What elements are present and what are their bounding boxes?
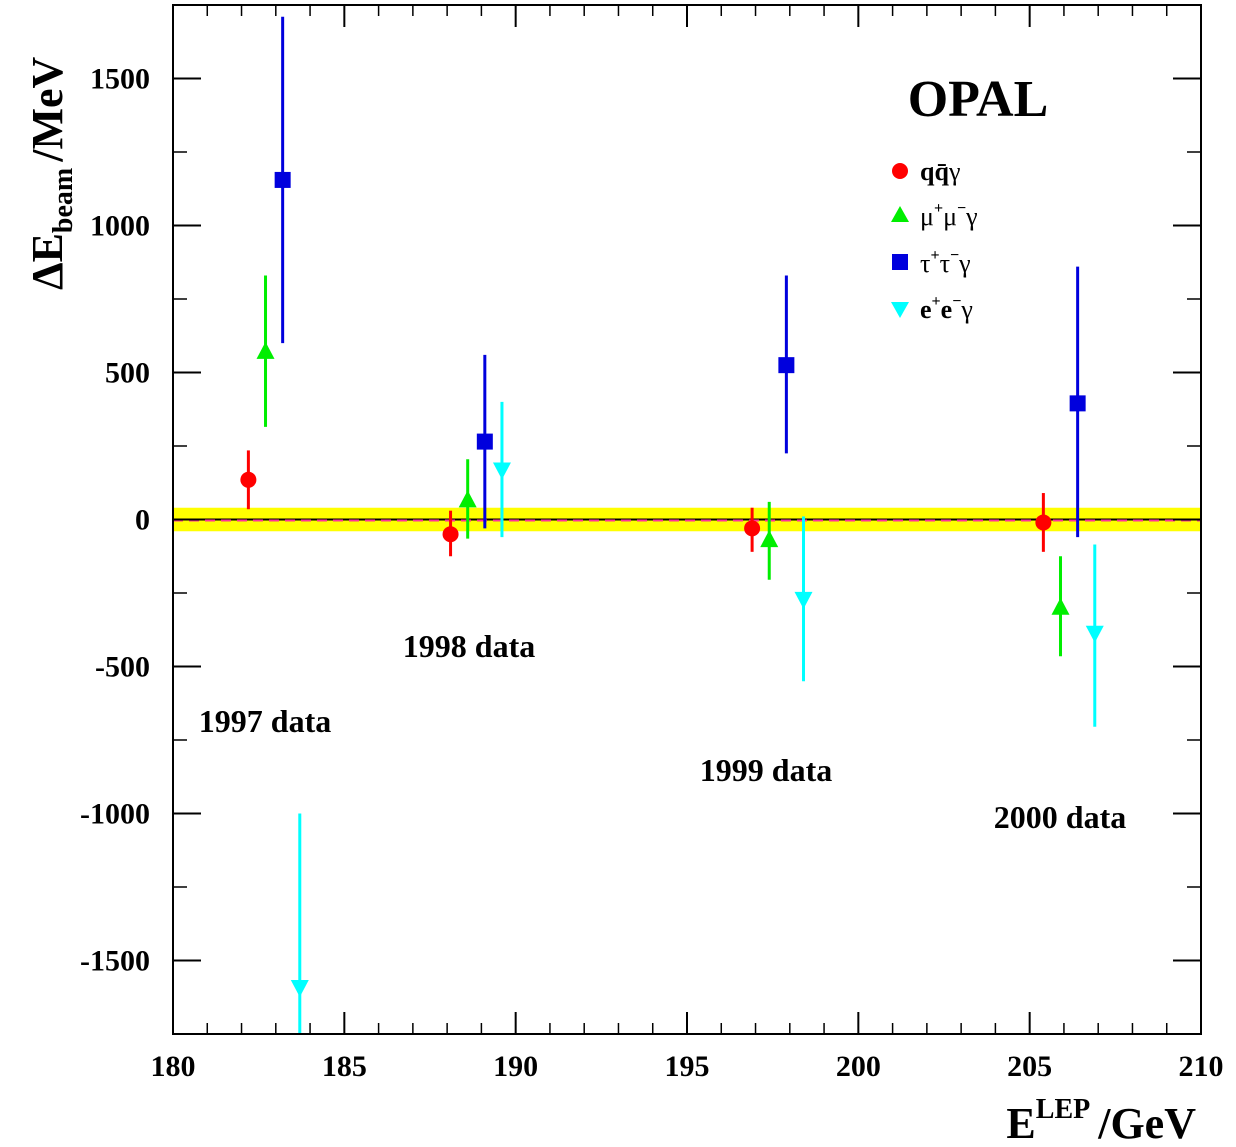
- legend-label-eegamma: e+e−γ: [920, 293, 973, 324]
- legend-marker-mumugamma: [891, 206, 909, 222]
- y-tick-label: -1000: [80, 798, 150, 831]
- data-point-series-2: [760, 530, 779, 548]
- y-tick-label: -500: [95, 651, 150, 684]
- data-point-series-4: [794, 591, 813, 609]
- axis-ticks: 180 185 190 195 200 205 210 -1500 -1000 -500 0 500 1…: [80, 4, 1224, 1083]
- data-point-series-1: [1035, 514, 1052, 531]
- x-tick-label: 195: [665, 1050, 710, 1083]
- data-point-series-3: [274, 171, 291, 188]
- x-tick-label: 210: [1179, 1050, 1224, 1083]
- x-tick-label: 185: [322, 1050, 367, 1083]
- data-point-series-2: [458, 490, 477, 508]
- data-point-series-2: [256, 341, 275, 359]
- data-point-series-4: [492, 462, 511, 480]
- y-tick-label: -1500: [80, 945, 150, 978]
- data-layer: [240, 16, 1104, 1034]
- data-point-series-3: [476, 433, 493, 450]
- legend-label-tautaugamma: τ+τ−γ: [920, 247, 971, 278]
- annotation-1997: 1997 data: [199, 703, 331, 739]
- legend-marker-qqgamma: [892, 163, 908, 179]
- y-axis-title: ΔEbeam/MeV: [23, 56, 79, 290]
- annotation-2000: 2000 data: [994, 799, 1126, 835]
- data-point-series-3: [778, 357, 795, 374]
- x-tick-label: 180: [151, 1050, 196, 1083]
- brand-label: OPAL: [908, 71, 1049, 128]
- x-tick-label: 190: [493, 1050, 538, 1083]
- annotation-1999: 1999 data: [700, 752, 832, 788]
- data-point-series-1: [442, 526, 459, 543]
- x-tick-label: 200: [836, 1050, 881, 1083]
- data-point-series-1: [744, 520, 761, 537]
- y-tick-label: 0: [135, 504, 150, 537]
- legend-label-qqgamma: qq̄γ: [920, 157, 960, 186]
- data-point-series-1: [240, 471, 257, 488]
- y-tick-label: 1500: [90, 63, 150, 96]
- reference-band: [173, 507, 1201, 532]
- x-axis-title: ELEP/GeV: [1006, 1094, 1196, 1147]
- legend-marker-eegamma: [891, 302, 909, 318]
- legend-marker-tautaugamma: [892, 254, 908, 270]
- legend-label-mumugamma: μ+μ−γ: [920, 200, 978, 231]
- data-point-series-2: [1051, 597, 1070, 615]
- data-point-series-3: [1069, 395, 1086, 412]
- data-point-series-4: [290, 979, 309, 997]
- x-tick-label: 205: [1007, 1050, 1052, 1083]
- data-point-series-4: [1085, 625, 1104, 643]
- y-tick-label: 500: [105, 357, 150, 390]
- annotation-1998: 1998 data: [403, 628, 535, 664]
- legend: qq̄γ μ+μ−γ τ+τ−γ e+e−γ: [891, 157, 978, 324]
- y-tick-label: 1000: [90, 210, 150, 243]
